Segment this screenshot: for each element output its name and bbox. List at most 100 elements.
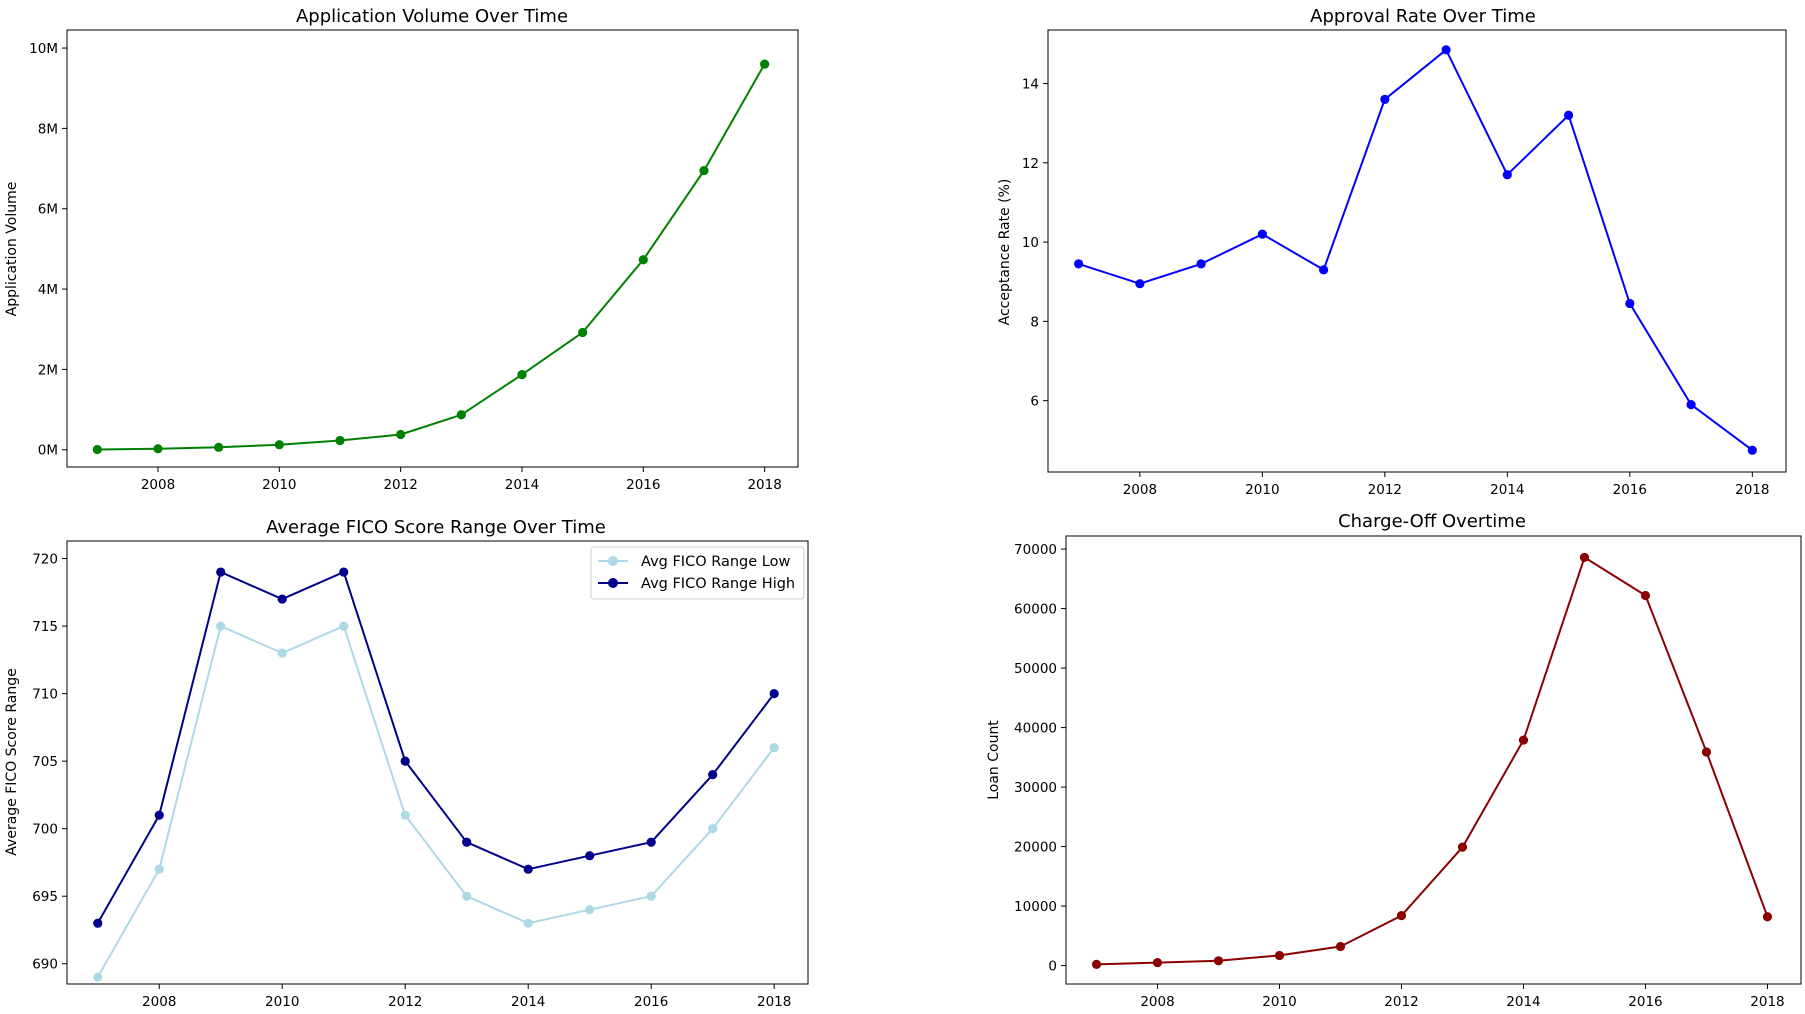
chart-fico-score-range: Average FICO Score Range Over Time Avera… bbox=[4, 517, 809, 1010]
x-tick-label: 2012 bbox=[383, 477, 417, 493]
x-tick-label: 2010 bbox=[262, 477, 296, 493]
data-point bbox=[396, 429, 406, 440]
y-tick-label: 10 bbox=[1022, 235, 1039, 251]
data-point bbox=[1196, 259, 1206, 269]
y-tick-label: 40000 bbox=[1014, 721, 1057, 737]
x-tick-label: 2010 bbox=[265, 994, 299, 1010]
y-tick-label: 8M bbox=[38, 121, 58, 137]
x-tick-label: 2016 bbox=[1628, 994, 1662, 1010]
data-point bbox=[1579, 552, 1590, 563]
x-tick-label: 2014 bbox=[511, 994, 545, 1010]
data-point bbox=[646, 837, 656, 847]
data-point bbox=[1274, 950, 1285, 961]
data-point bbox=[400, 810, 410, 820]
data-point bbox=[92, 444, 102, 455]
data-point bbox=[1074, 259, 1084, 269]
axes-frame bbox=[66, 29, 799, 468]
data-point bbox=[216, 621, 226, 631]
y-tick-label: 705 bbox=[32, 754, 58, 770]
y-axis-label: Average FICO Score Range bbox=[4, 668, 20, 855]
data-point bbox=[585, 905, 595, 915]
x-tick-label: 2008 bbox=[141, 477, 175, 493]
plot-area: 2008 2010 2012 2014 2016 2018 690 695 700 705 710 7… bbox=[32, 540, 809, 1010]
plot-area: 2008 2010 2012 2014 2016 2018 0 10000 20000 30000… bbox=[1014, 535, 1802, 1010]
y-tick-label: 50000 bbox=[1014, 661, 1057, 677]
data-point bbox=[153, 444, 163, 454]
data-point bbox=[274, 440, 284, 450]
data-point bbox=[93, 972, 103, 982]
series-line bbox=[1078, 48, 1753, 452]
data-point bbox=[1686, 400, 1696, 410]
chart-approval-rate: Approval Rate Over Time Acceptance Rate … bbox=[997, 6, 1787, 498]
x-tick-label: 2014 bbox=[1506, 994, 1540, 1010]
data-point bbox=[154, 810, 164, 820]
data-point bbox=[1762, 912, 1773, 922]
y-tick-label: 0 bbox=[1048, 959, 1057, 975]
data-point bbox=[1747, 445, 1757, 455]
data-point bbox=[1319, 265, 1329, 275]
y-tick-label: 12 bbox=[1022, 156, 1039, 172]
data-point bbox=[214, 442, 224, 452]
data-point bbox=[339, 621, 349, 631]
series-line bbox=[96, 571, 775, 924]
x-tick-label: 2012 bbox=[388, 994, 422, 1010]
axes-frame bbox=[1047, 29, 1787, 473]
y-tick-label: 690 bbox=[32, 957, 58, 973]
data-point bbox=[1396, 910, 1407, 921]
data-point bbox=[1563, 110, 1574, 120]
data-point bbox=[1625, 298, 1635, 309]
data-point bbox=[638, 255, 648, 265]
chart-title: Charge-Off Overtime bbox=[1338, 511, 1526, 532]
x-tick-label: 2018 bbox=[1735, 482, 1769, 498]
data-point bbox=[277, 648, 287, 658]
data-point bbox=[1701, 747, 1712, 757]
chart-title: Approval Rate Over Time bbox=[1310, 6, 1536, 27]
y-axis-label: Acceptance Rate (%) bbox=[997, 179, 1013, 326]
y-tick-label: 710 bbox=[32, 687, 58, 703]
data-point bbox=[708, 770, 718, 780]
data-point bbox=[456, 410, 466, 420]
data-point bbox=[646, 891, 656, 901]
data-point bbox=[708, 824, 718, 834]
legend-marker-high bbox=[608, 578, 618, 588]
chart-application-volume: Application Volume Over Time Application… bbox=[4, 6, 799, 493]
data-point bbox=[277, 594, 287, 604]
x-tick-label: 2012 bbox=[1368, 482, 1402, 498]
data-point bbox=[1640, 590, 1651, 601]
x-tick-label: 2018 bbox=[757, 994, 791, 1010]
data-point bbox=[462, 891, 472, 901]
x-tick-label: 2012 bbox=[1384, 994, 1418, 1010]
series-line bbox=[96, 625, 775, 978]
y-tick-label: 70000 bbox=[1014, 542, 1057, 558]
data-point bbox=[1441, 45, 1451, 55]
data-point bbox=[1502, 170, 1512, 180]
x-tick-label: 2014 bbox=[505, 477, 539, 493]
data-point bbox=[1152, 957, 1163, 968]
legend: Avg FICO Range Low Avg FICO Range High bbox=[590, 546, 805, 600]
y-axis-label: Application Volume bbox=[4, 182, 20, 317]
data-point bbox=[1380, 94, 1390, 104]
y-tick-label: 20000 bbox=[1014, 840, 1057, 856]
data-point bbox=[1257, 229, 1267, 239]
data-point bbox=[769, 689, 779, 699]
y-tick-label: 60000 bbox=[1014, 602, 1057, 618]
data-point bbox=[93, 918, 103, 928]
y-tick-label: 10M bbox=[29, 41, 58, 57]
data-point bbox=[769, 743, 779, 753]
y-tick-label: 10000 bbox=[1014, 899, 1057, 915]
data-point bbox=[517, 370, 527, 380]
y-tick-label: 14 bbox=[1022, 77, 1039, 93]
data-point bbox=[335, 435, 345, 446]
y-tick-label: 4M bbox=[38, 282, 58, 298]
y-tick-label: 30000 bbox=[1014, 780, 1057, 796]
x-tick-label: 2016 bbox=[626, 477, 660, 493]
x-tick-label: 2018 bbox=[747, 477, 781, 493]
y-tick-label: 6M bbox=[38, 202, 58, 218]
y-tick-label: 715 bbox=[32, 619, 58, 635]
data-point bbox=[699, 165, 709, 176]
data-point bbox=[1457, 842, 1468, 852]
chart-title: Application Volume Over Time bbox=[296, 6, 568, 27]
legend-label-low: Avg FICO Range Low bbox=[641, 554, 790, 570]
series-line bbox=[1096, 556, 1769, 966]
